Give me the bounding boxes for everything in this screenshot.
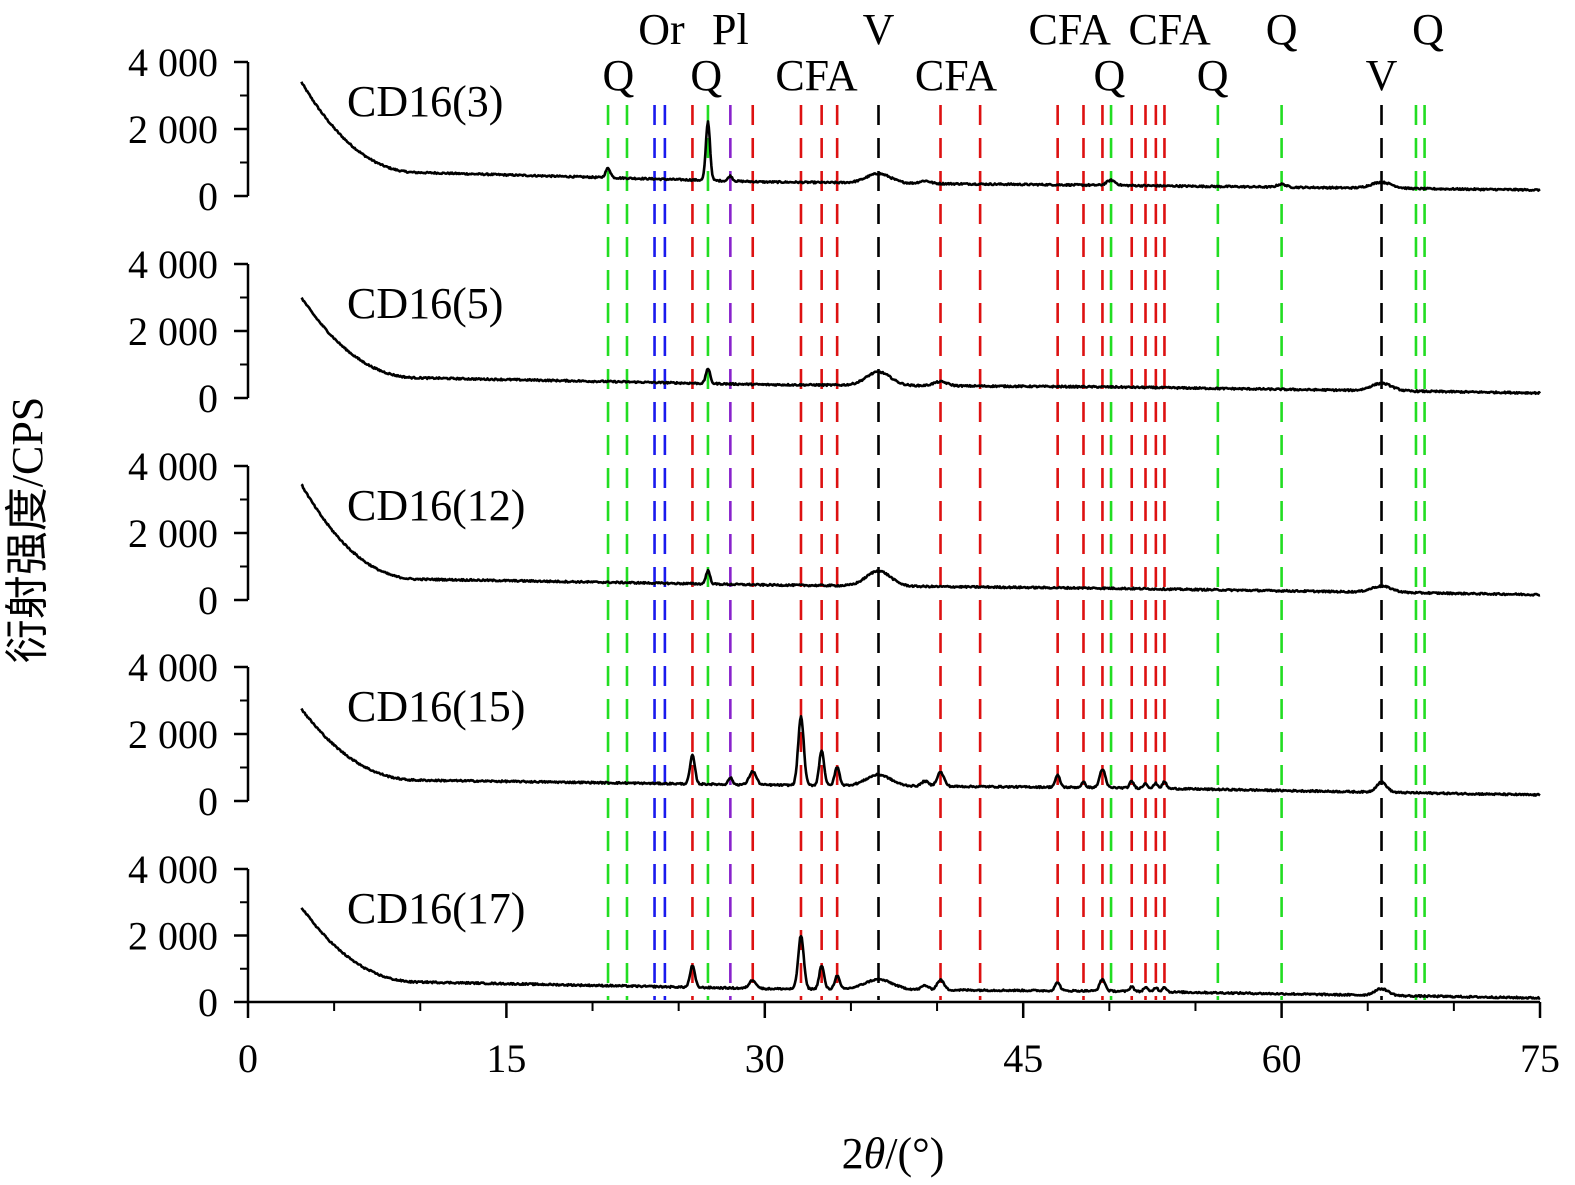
trace-3 bbox=[300, 707, 1541, 797]
y-tick-label-1-1: 2 000 bbox=[128, 309, 218, 354]
x-tick-label-1: 15 bbox=[486, 1036, 526, 1081]
y-tick-label-4-0: 0 bbox=[198, 980, 218, 1025]
sample-label-4: CD16(17) bbox=[347, 884, 525, 933]
panel-3: 0 2 000 4 000 CD16(15) bbox=[128, 645, 1541, 824]
x-axis: 0 15 30 45 60 75 bbox=[238, 1000, 1560, 1081]
phase-label-6: Q bbox=[1412, 5, 1444, 54]
panel-1: 0 2 000 4 000 CD16(5) bbox=[128, 242, 1542, 421]
y-tick-label-4-2: 4 000 bbox=[128, 847, 218, 892]
y-tick-label-3-2: 4 000 bbox=[128, 645, 218, 690]
trace-0 bbox=[300, 81, 1541, 192]
y-tick-label-1-0: 0 bbox=[198, 376, 218, 421]
sample-label-2: CD16(12) bbox=[347, 481, 525, 530]
phase-label-4: CFA bbox=[1128, 5, 1211, 54]
reference-lines bbox=[606, 105, 1426, 1000]
y-tick-label-0-1: 2 000 bbox=[128, 107, 218, 152]
phase-label-11: Q bbox=[1093, 51, 1125, 100]
phase-label-9: CFA bbox=[775, 51, 858, 100]
phase-label-3: CFA bbox=[1029, 5, 1112, 54]
sample-label-3: CD16(15) bbox=[347, 682, 525, 731]
y-tick-label-2-1: 2 000 bbox=[128, 511, 218, 556]
y-tick-label-3-0: 0 bbox=[198, 779, 218, 824]
phase-label-7: Q bbox=[602, 51, 634, 100]
sample-label-0: CD16(3) bbox=[347, 77, 503, 126]
phase-label-13: V bbox=[1366, 51, 1398, 100]
y-tick-label-2-2: 4 000 bbox=[128, 444, 218, 489]
y-axis-title: 衍射强度/CPS bbox=[3, 397, 52, 664]
x-tick-label-2: 30 bbox=[745, 1036, 785, 1081]
trace-2 bbox=[300, 483, 1541, 597]
phase-label-1: Pl bbox=[712, 5, 749, 54]
x-axis-title-suffix: /(°) bbox=[885, 1129, 944, 1178]
x-tick-label-5: 75 bbox=[1520, 1036, 1560, 1081]
phase-label-8: Q bbox=[690, 51, 722, 100]
y-tick-label-0-2: 4 000 bbox=[128, 40, 218, 85]
x-tick-label-4: 60 bbox=[1262, 1036, 1302, 1081]
x-tick-label-3: 45 bbox=[1003, 1036, 1043, 1081]
phase-label-0: Or bbox=[638, 5, 685, 54]
trace-4 bbox=[300, 907, 1541, 1000]
y-tick-label-4-1: 2 000 bbox=[128, 914, 218, 959]
phase-label-5: Q bbox=[1266, 5, 1298, 54]
y-tick-label-0-0: 0 bbox=[198, 174, 218, 219]
y-tick-label-3-1: 2 000 bbox=[128, 712, 218, 757]
phase-labels: Or Pl V CFA CFA Q QQ Q CFA CFA Q Q V bbox=[602, 5, 1444, 100]
panel-0: 0 2 000 4 000 CD16(3) bbox=[128, 40, 1541, 219]
sample-label-1: CD16(5) bbox=[347, 279, 503, 328]
x-axis-title-prefix: 2 bbox=[842, 1129, 864, 1178]
phase-label-2: V bbox=[863, 5, 895, 54]
trace-1 bbox=[300, 296, 1542, 395]
x-tick-label-0: 0 bbox=[238, 1036, 258, 1081]
phase-label-10: CFA bbox=[915, 51, 998, 100]
y-tick-label-1-2: 4 000 bbox=[128, 242, 218, 287]
x-axis-title: 2θ/(°) bbox=[842, 1129, 945, 1178]
panel-4: 0 2 000 4 000 CD16(17) bbox=[128, 847, 1541, 1025]
phase-label-12: Q bbox=[1197, 51, 1229, 100]
panel-2: 0 2 000 4 000 CD16(12) bbox=[128, 444, 1541, 623]
y-tick-label-2-0: 0 bbox=[198, 578, 218, 623]
x-axis-title-theta: θ bbox=[864, 1129, 886, 1178]
sample-panels: 0 2 000 4 000 CD16(3) 0 2 000 4 000 CD16(5) 0 2 0… bbox=[128, 40, 1542, 1025]
